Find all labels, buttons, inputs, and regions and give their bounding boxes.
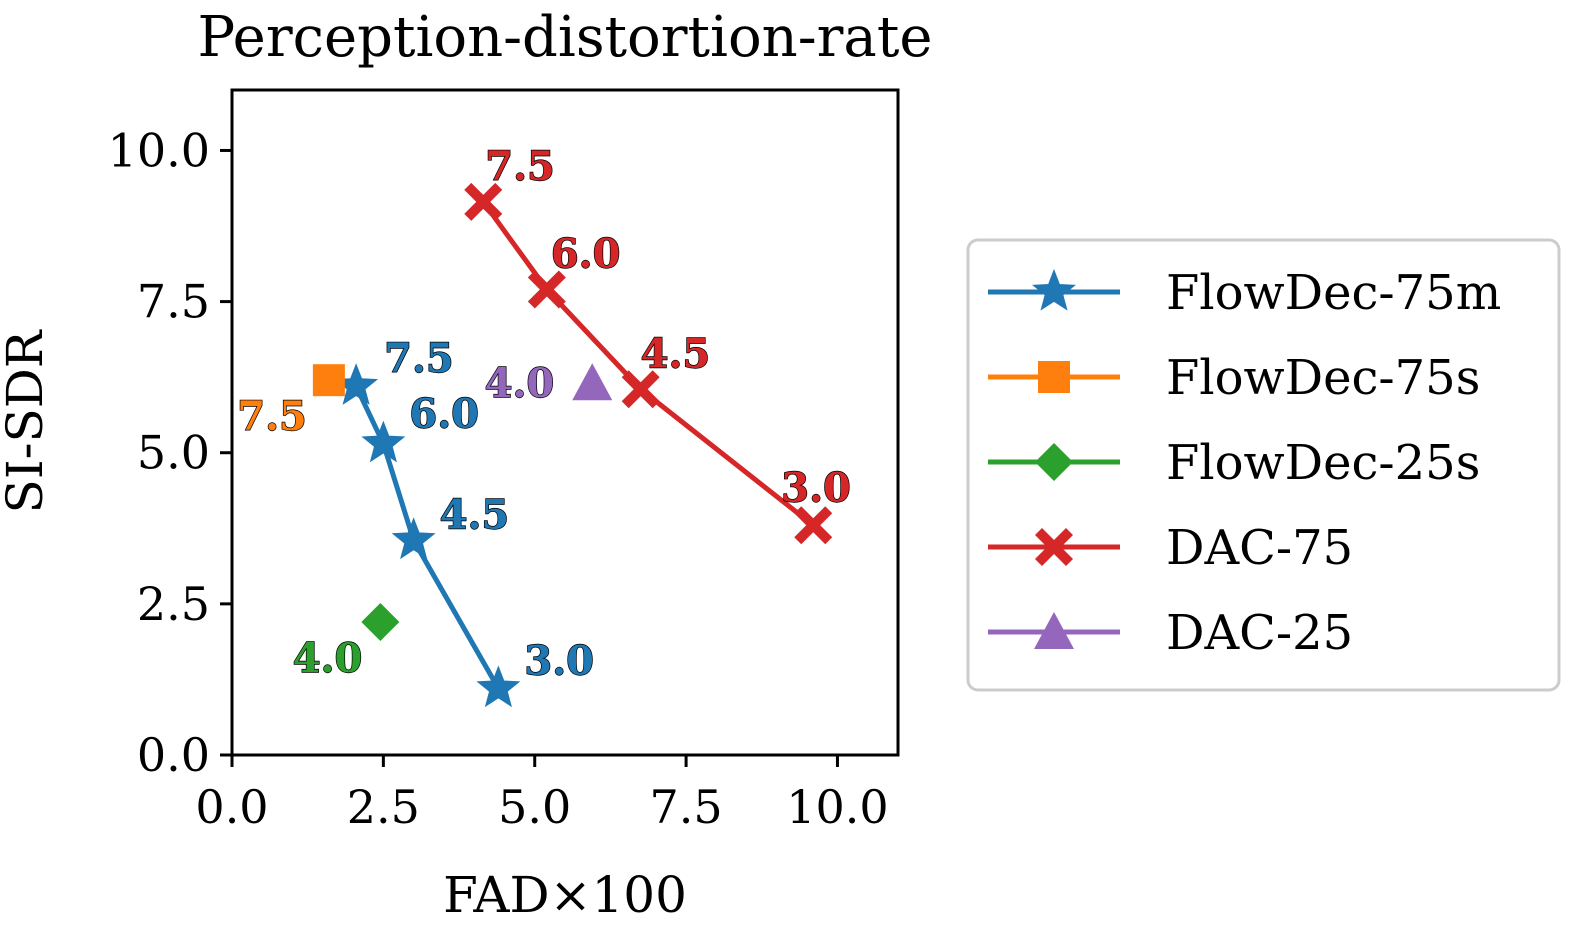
plot-frame [230,88,900,757]
data-point [572,363,613,401]
data-label: 3.0 [781,464,851,511]
data-label: 4.5 [641,330,711,377]
x-tick-label: 5.0 [498,780,571,834]
data-point [794,506,833,545]
legend-marker [1035,528,1073,566]
data-label: 7.5 [384,335,454,382]
y-tick-label: 10.0 [108,123,210,177]
legend-marker [1034,612,1074,649]
data-label: 4.0 [293,635,363,682]
data-label: 3.0 [524,638,594,685]
y-tick-label: 5.0 [137,426,210,480]
data-label: 7.5 [485,143,555,190]
series-flowdec-25s: 4.0 [292,603,400,683]
data-point [312,364,345,397]
data-label: 6.0 [409,391,479,438]
legend-label: FlowDec-75s [1166,350,1480,406]
chart-title: Perception-distortion-rate [198,5,933,70]
legend-entry: FlowDec-75s [988,350,1480,406]
x-tick-label: 2.5 [347,780,420,834]
legend-label: FlowDec-75m [1166,265,1501,321]
legend-label: FlowDec-25s [1166,435,1480,491]
data-label: 4.5 [440,491,510,538]
series-dac-25: 4.0 [484,360,613,408]
y-axis-label: SI-SDR [0,329,54,513]
y-tick-label: 0.0 [137,728,210,782]
legend-label: DAC-25 [1166,605,1353,661]
series-line [481,200,815,528]
x-tick-label: 0.0 [195,780,268,834]
series-dac-75: 7.5 6.0 4.5 3.0 [464,142,852,545]
series-flowdec-75s: 7.5 [237,364,345,441]
data-label: 6.0 [551,231,621,278]
plot-series-layer: 7.5 6.0 4.5 3.0 7.5 4.0 7.5 6.0 4.5 3.0 4.0 [237,142,852,708]
legend-entry: DAC-75 [988,520,1353,576]
data-label: 4.0 [485,360,555,407]
x-axis: 0.0 2.5 5.0 7.5 10.0 [195,755,889,834]
legend-box [966,238,1561,692]
series-line [353,385,501,690]
data-point [527,270,566,309]
legend-entry: FlowDec-75m [988,265,1501,321]
legend: FlowDec-75m FlowDec-75s FlowDec-25s DAC-75 D… [966,238,1561,692]
legend-entry: DAC-25 [988,605,1353,661]
x-tick-label: 7.5 [650,780,723,834]
x-axis-label: FAD×100 [443,866,687,924]
legend-marker [1035,443,1073,481]
data-point [361,603,400,641]
y-axis: 0.0 2.5 5.0 7.5 10.0 [108,123,232,782]
legend-entry: FlowDec-25s [988,435,1480,491]
data-point [464,182,503,221]
legend-label: DAC-75 [1166,520,1353,576]
data-point [621,370,660,409]
legend-marker [1038,361,1070,393]
data-point [476,665,521,708]
series-flowdec-75m: 7.5 6.0 4.5 3.0 [334,335,595,708]
data-point [361,420,406,463]
data-label: 7.5 [237,393,307,440]
legend-marker [1032,268,1076,311]
y-tick-label: 2.5 [137,577,210,631]
x-tick-label: 10.0 [786,780,888,834]
y-tick-label: 7.5 [137,275,210,329]
data-point [391,517,436,560]
